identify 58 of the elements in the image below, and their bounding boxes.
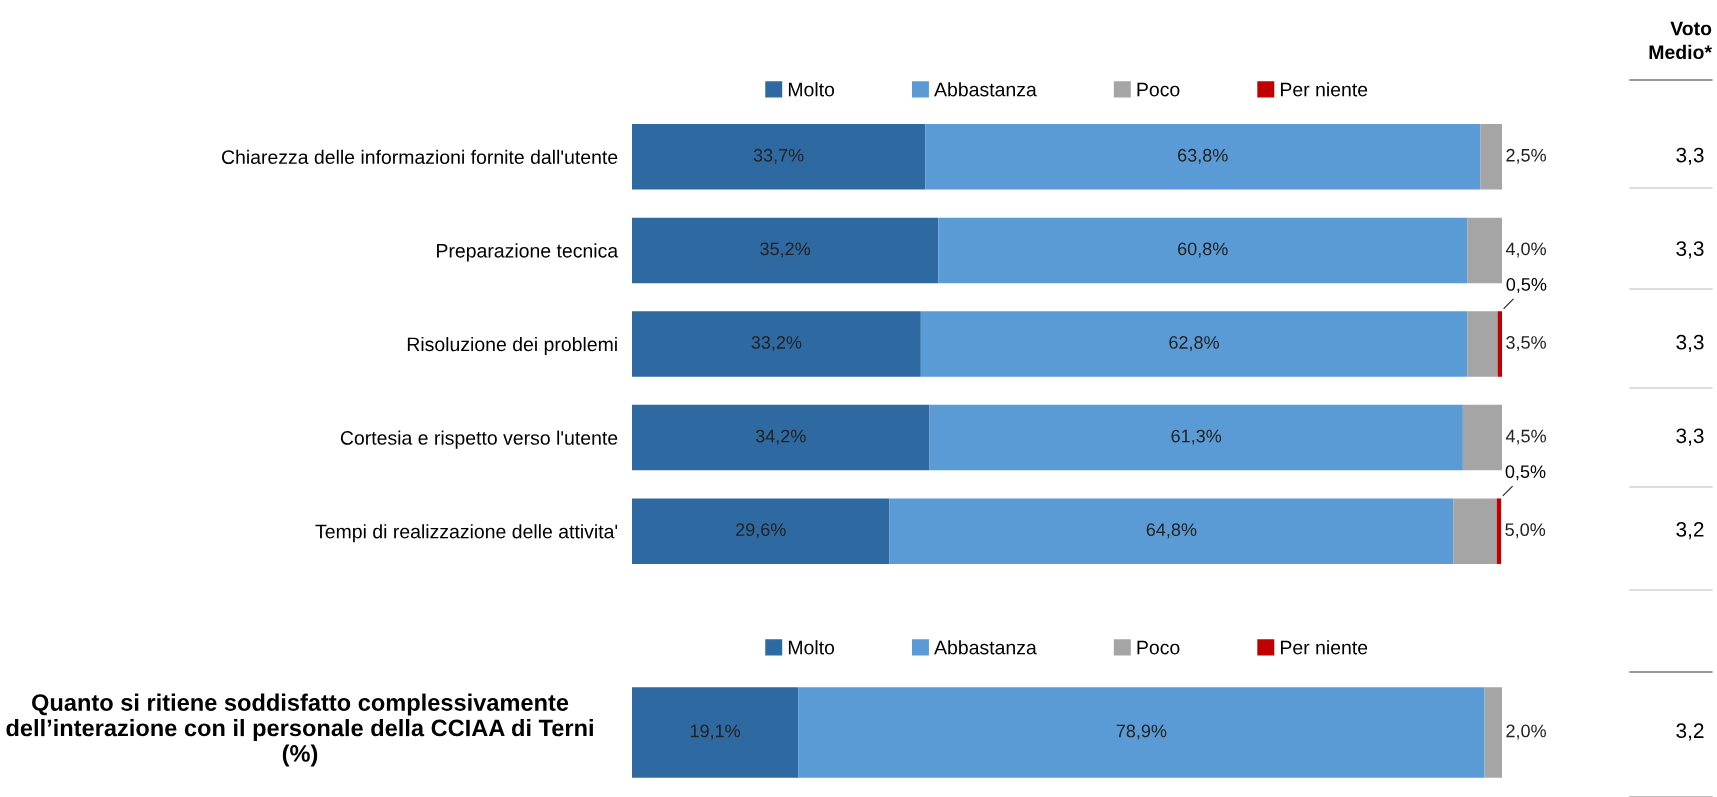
data-label: 3,5% xyxy=(1506,336,1546,351)
data-label: 0,5% xyxy=(1506,278,1547,293)
y-tick-label: Quanto si ritiene soddisfatto complessivamente dell’interazione con il personale della CCIAA di Terni (%) xyxy=(6,693,593,767)
data-label: 0,5% xyxy=(1505,465,1546,481)
bar xyxy=(938,217,1468,284)
data-label: 33,2% xyxy=(751,336,802,351)
bar xyxy=(1480,124,1502,190)
text: 3,2 xyxy=(1676,522,1704,540)
y-tick-label: Cortesia e rispetto verso l'utente xyxy=(340,430,618,449)
data-label: 35,2% xyxy=(760,242,811,258)
legend-label: Molto xyxy=(788,82,835,97)
bar xyxy=(1467,311,1498,377)
bar xyxy=(929,404,1463,471)
bar xyxy=(632,404,930,471)
data-label: 4,5% xyxy=(1505,429,1546,445)
text: 3,3 xyxy=(1676,428,1704,446)
bar xyxy=(1496,498,1502,564)
data-label: 4,0% xyxy=(1505,242,1546,258)
y-tick-label: Chiarezza delle informazioni fornite dall'utente xyxy=(221,149,618,165)
bar xyxy=(920,311,1468,377)
data-label: 19,1% xyxy=(690,724,741,740)
legend-label: Poco xyxy=(1137,640,1180,655)
legend-label: Abbastanza xyxy=(934,640,1037,655)
legend-label: Molto xyxy=(788,640,835,655)
bar xyxy=(1497,311,1502,377)
text: 3,3 xyxy=(1676,334,1704,353)
bar xyxy=(632,217,939,284)
data-label: 61,3% xyxy=(1171,429,1222,445)
data-label: 5,0% xyxy=(1505,523,1546,539)
legend-label: Per niente xyxy=(1281,82,1368,97)
data-label: 29,6% xyxy=(736,523,786,539)
legend-label: Abbastanza xyxy=(934,82,1037,97)
text: 3,3 xyxy=(1676,241,1704,259)
text: Voto Medio* xyxy=(1649,21,1712,60)
bar xyxy=(925,124,1481,190)
data-label: 63,8% xyxy=(1178,148,1228,164)
y-tick-label: Preparazione tecnica xyxy=(437,243,619,262)
data-label: 60,8% xyxy=(1178,242,1228,258)
data-label: 2,5% xyxy=(1506,148,1546,164)
bar xyxy=(1467,217,1502,284)
data-label: 78,9% xyxy=(1116,724,1167,740)
bar xyxy=(1462,404,1502,471)
bar xyxy=(1453,498,1497,564)
bar xyxy=(889,498,1454,564)
text: 3,3 xyxy=(1676,147,1704,165)
bar xyxy=(632,311,921,377)
y-tick-label: Risoluzione dei problemi xyxy=(407,336,617,356)
bar xyxy=(632,124,926,190)
y-tick-label: Tempi di realizzazione delle attivita' xyxy=(315,524,618,543)
data-label: 34,2% xyxy=(755,429,806,445)
bar xyxy=(632,498,890,564)
data-label: 2,0% xyxy=(1506,724,1546,740)
data-label: 33,7% xyxy=(753,148,804,164)
data-label: 62,8% xyxy=(1169,336,1219,351)
data-label: 64,8% xyxy=(1146,523,1197,539)
text: 3,2 xyxy=(1676,723,1704,741)
legend-label: Per niente xyxy=(1281,640,1368,655)
legend-label: Poco xyxy=(1137,82,1180,97)
